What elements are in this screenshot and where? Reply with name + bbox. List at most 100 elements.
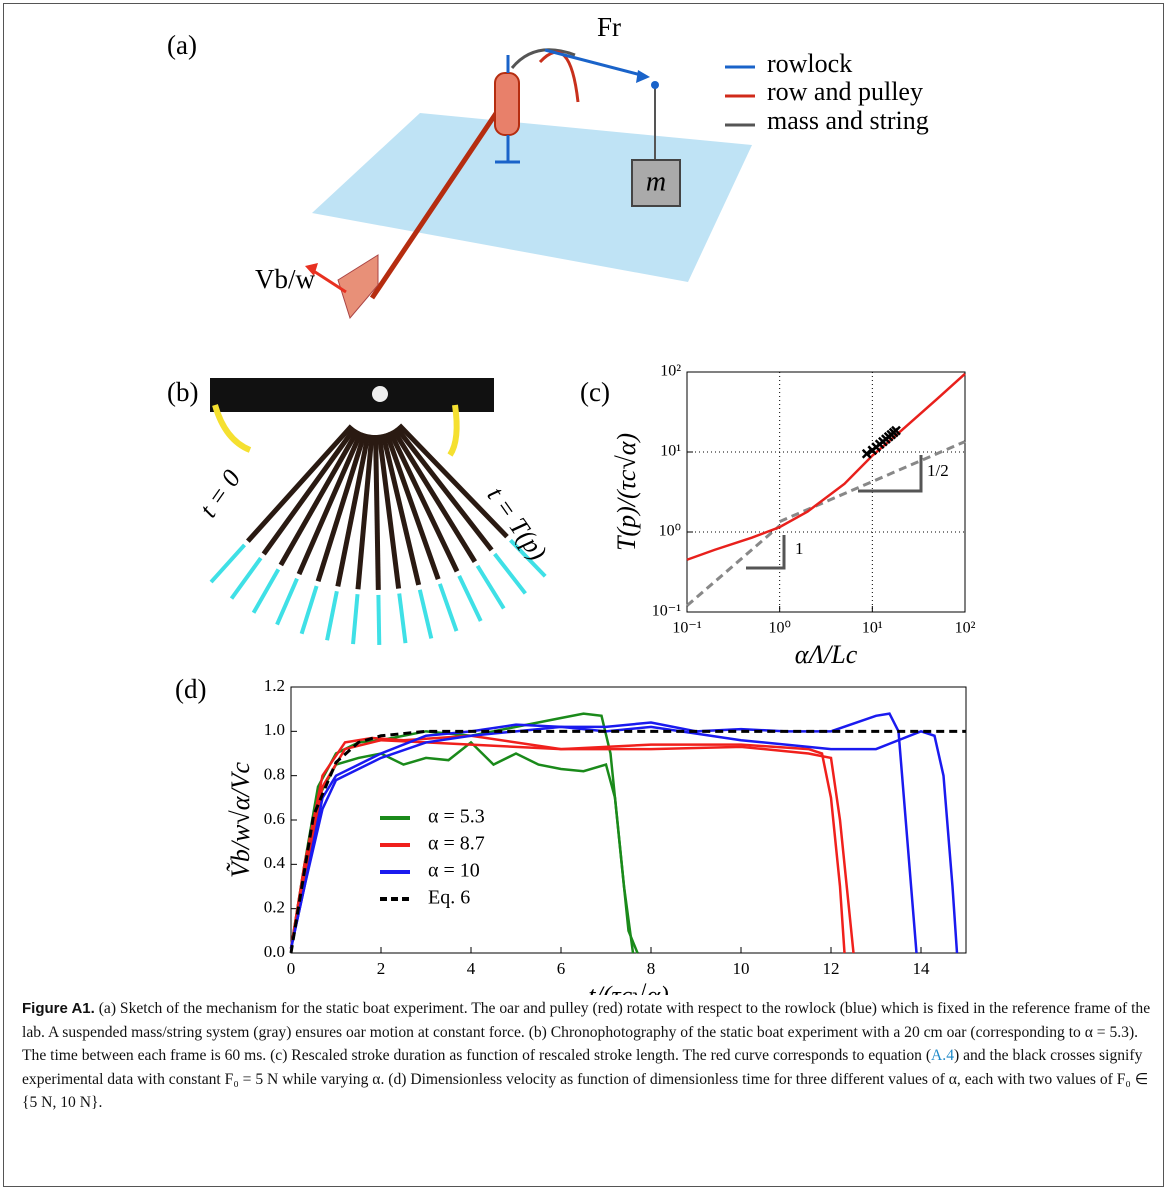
blade-frame: [229, 556, 263, 600]
blade-frame: [437, 583, 459, 632]
slope-triangle: [746, 535, 786, 570]
x-axis-label: αΛ/Lc: [795, 640, 858, 669]
blade-frame: [493, 552, 527, 595]
y-tick-label: 10⁰: [659, 523, 681, 540]
velocity-label: Vb/w: [255, 264, 316, 294]
blade-frame: [251, 568, 281, 614]
legend-label: row and pulley: [767, 77, 923, 106]
blade-frame: [376, 594, 382, 645]
x-tick-label: 10⁻¹: [672, 620, 701, 637]
data-line: [779, 440, 966, 523]
y-tick-label: 10¹: [660, 443, 681, 460]
force-arrow: [544, 48, 646, 78]
y-tick-label: 10⁻¹: [652, 603, 681, 620]
x-tick-label: 10²: [955, 620, 976, 637]
figure: (a) Vb/w Fr m rowlock row and pulley mas…: [167, 12, 976, 995]
pulley: [651, 81, 659, 89]
oar-frame: [246, 424, 354, 543]
y-axis-label: Ṽb/w√α/Vc: [226, 762, 255, 878]
blade-frame: [325, 590, 339, 641]
x-tick-label: 2: [377, 959, 386, 978]
blade-frame: [299, 585, 319, 635]
blade-frame: [397, 593, 408, 644]
legend-label: α = 5.3: [428, 806, 485, 828]
arrowhead: [636, 70, 650, 83]
equation-ref[interactable]: A.4: [931, 1047, 954, 1064]
x-tick-label: 10: [733, 959, 750, 978]
annotation: 1/2: [927, 461, 949, 480]
data-line: [686, 524, 781, 607]
oar-frame: [380, 433, 422, 586]
blade-frame: [351, 594, 360, 645]
x-tick-label: 12: [823, 959, 840, 978]
blade-frame: [209, 543, 247, 584]
data-line: [289, 734, 855, 954]
water-plane: [312, 113, 752, 282]
legend-label: Eq. 6: [428, 887, 470, 909]
oar-frame: [335, 433, 371, 587]
y-tick-label: 1.2: [264, 676, 285, 695]
data-line: [289, 725, 959, 954]
oar-frame: [391, 428, 478, 563]
oar-frame: [384, 432, 441, 581]
data-cross: [891, 425, 901, 436]
velocity-arrow: [311, 268, 347, 294]
oar-frame: [278, 429, 360, 567]
x-tick-label: 0: [287, 959, 296, 978]
data-cross: [861, 448, 872, 459]
panel-label: (b): [167, 377, 198, 407]
blade-frame: [457, 575, 483, 622]
x-tick-label: 6: [557, 959, 566, 978]
arrowhead: [305, 263, 318, 276]
pulley-arc: [538, 50, 580, 103]
oar-frame: [394, 426, 494, 552]
photo-band: [210, 378, 494, 412]
oar-frame: [296, 431, 364, 576]
y-tick-label: 0.4: [264, 853, 286, 872]
oar-blade: [337, 254, 379, 320]
rowlock-cylinder: [494, 72, 520, 136]
data-line: [289, 738, 846, 954]
oar-frame: [373, 434, 381, 591]
x-axis-label: t/(τc√α): [588, 981, 669, 995]
oar-frame: [315, 432, 367, 583]
blade-frame: [275, 577, 299, 626]
oar-frame: [397, 423, 509, 539]
force-label: Fr: [597, 12, 621, 42]
slope-triangle: [858, 455, 923, 493]
x-tick-label: 4: [467, 959, 476, 978]
panel-label: (a): [167, 30, 197, 60]
caption-text: ) and the black crosses signify experime…: [22, 1047, 1149, 1111]
x-tick-label: 10¹: [862, 620, 883, 637]
x-tick-label: 8: [647, 959, 656, 978]
annotation: 1: [795, 539, 804, 558]
plot-frame: [686, 371, 966, 613]
mass-label: m: [646, 166, 666, 197]
oar-frame: [387, 430, 460, 573]
oar-frame: [376, 434, 402, 589]
oar-frame: [355, 434, 375, 590]
figure-frame: [3, 3, 1164, 1187]
mass-box: [631, 159, 681, 207]
oar-frames: [209, 423, 547, 645]
string: [510, 48, 576, 69]
glow: [447, 404, 460, 457]
pivot: [372, 386, 388, 402]
panel-label: (d): [175, 674, 206, 704]
legend-label: α = 8.7: [428, 833, 485, 855]
legend-label: α = 10: [428, 860, 480, 882]
blade-frame: [475, 564, 506, 610]
x-tick-label: 10⁰: [768, 620, 790, 637]
x-tick-label: 14: [913, 959, 931, 978]
y-tick-label: 0.0: [264, 942, 285, 961]
caption: Figure A1. (a) Sketch of the mechanism f…: [22, 997, 1152, 1115]
y-tick-label: 1.0: [264, 720, 285, 739]
legend-label: rowlock: [767, 49, 852, 78]
caption-label: Figure A1.: [22, 1000, 95, 1017]
y-tick-label: 0.6: [264, 809, 285, 828]
data-line: [289, 729, 966, 954]
data-line: [686, 372, 966, 561]
y-axis-label: T(p)/(τc√α): [612, 433, 641, 551]
blade-frame: [417, 589, 434, 639]
panel-label: (c): [580, 377, 610, 407]
